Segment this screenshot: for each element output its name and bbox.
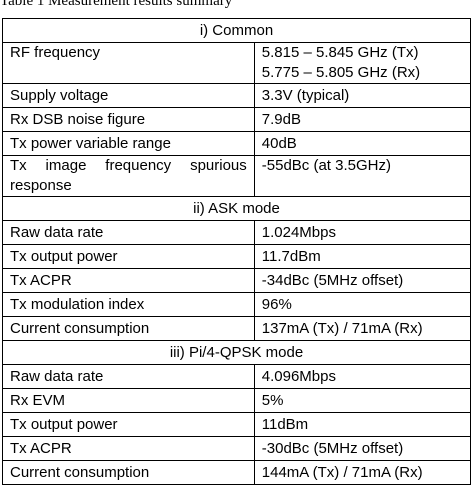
section-header-row: ii) ASK mode bbox=[2, 196, 471, 221]
parameter-text: Tx ACPR bbox=[10, 271, 72, 289]
value-cell: 11dBm bbox=[253, 412, 472, 437]
parameter-cell: RF frequency bbox=[2, 42, 255, 84]
value-text: 137mA (Tx) / 71mA (Rx) bbox=[261, 319, 423, 337]
parameter-cell: Current consumption bbox=[2, 316, 255, 341]
parameter-text: Tx output power bbox=[10, 415, 118, 433]
parameter-text: Current consumption bbox=[10, 463, 150, 481]
value-cell: 5.815 – 5.845 GHz (Tx) 5.775 – 5.805 GHz … bbox=[253, 42, 472, 84]
section-header-row: i) Common bbox=[2, 18, 471, 43]
value-cell: 144mA (Tx) / 71mA (Rx) bbox=[253, 460, 472, 485]
value-cell: 11.7dBm bbox=[253, 244, 472, 269]
value-text: -30dBc (5MHz offset) bbox=[261, 439, 404, 457]
table-row: Rx DSB noise figure 7.9dB bbox=[2, 107, 472, 132]
value-text: 1.024Mbps bbox=[261, 223, 336, 241]
parameter-text: Rx EVM bbox=[10, 391, 66, 409]
parameter-text: response bbox=[10, 177, 72, 194]
parameter-text: Tx ACPR bbox=[10, 439, 72, 457]
table-row: Tx power variable range 40dB bbox=[2, 131, 472, 156]
measurement-results-table: i) Common RF frequency 5.815 – 5.845 GHz (… bbox=[2, 18, 472, 485]
parameter-text: Tx power variable range bbox=[10, 134, 171, 152]
section-title: ii) ASK mode bbox=[2, 196, 471, 221]
parameter-cell: Rx DSB noise figure bbox=[2, 107, 255, 132]
value-cell: 3.3V (typical) bbox=[253, 83, 472, 108]
parameter-cell: Tx ACPR bbox=[2, 436, 255, 461]
parameter-cell: Tx modulation index bbox=[2, 292, 255, 317]
parameter-cell: Raw data rate bbox=[2, 364, 255, 389]
parameter-cell: Current consumption bbox=[2, 460, 255, 485]
parameter-text: Tx image frequency spurious bbox=[10, 157, 247, 174]
table-row: Tx output power 11.7dBm bbox=[2, 244, 472, 269]
value-cell: 1.024Mbps bbox=[253, 220, 472, 245]
value-text: 5.815 – 5.845 GHz (Tx) bbox=[261, 44, 419, 61]
value-text: 4.096Mbps bbox=[261, 367, 336, 385]
value-cell: 7.9dB bbox=[253, 107, 472, 132]
table-row: Raw data rate 1.024Mbps bbox=[2, 220, 472, 245]
table-row: Current consumption 144mA (Tx) / 71mA (Rx… bbox=[2, 460, 472, 485]
table-row: Tx image frequency spurious response -55dB… bbox=[2, 155, 472, 197]
value-text: -55dBc (at 3.5GHz) bbox=[261, 157, 391, 174]
parameter-cell: Tx power variable range bbox=[2, 131, 255, 156]
section-title: i) Common bbox=[2, 18, 471, 43]
table-row: Tx ACPR -34dBc (5MHz offset) bbox=[2, 268, 472, 293]
value-text: 40dB bbox=[261, 134, 297, 152]
table-row: Supply voltage 3.3V (typical) bbox=[2, 83, 472, 108]
value-cell: 40dB bbox=[253, 131, 472, 156]
value-cell: -30dBc (5MHz offset) bbox=[253, 436, 472, 461]
parameter-cell: Tx output power bbox=[2, 412, 255, 437]
table-row: Tx ACPR -30dBc (5MHz offset) bbox=[2, 436, 472, 461]
table-caption: Table 1 Measurement results summary bbox=[0, 0, 233, 9]
value-cell: 96% bbox=[253, 292, 472, 317]
parameter-text: Tx output power bbox=[10, 247, 118, 265]
value-cell: -34dBc (5MHz offset) bbox=[253, 268, 472, 293]
parameter-text: Raw data rate bbox=[10, 367, 104, 385]
parameter-text: Tx modulation index bbox=[10, 295, 145, 313]
value-text: 5% bbox=[261, 391, 284, 409]
value-text: 11dBm bbox=[261, 415, 309, 433]
value-cell: 137mA (Tx) / 71mA (Rx) bbox=[253, 316, 472, 341]
parameter-cell: Tx ACPR bbox=[2, 268, 255, 293]
value-text: 7.9dB bbox=[261, 110, 301, 128]
value-cell: 4.096Mbps bbox=[253, 364, 472, 389]
value-cell: 5% bbox=[253, 388, 472, 413]
value-text: 5.775 – 5.805 GHz (Rx) bbox=[261, 64, 421, 81]
value-text: -34dBc (5MHz offset) bbox=[261, 271, 404, 289]
value-text: 96% bbox=[261, 295, 292, 313]
table-row: Rx EVM 5% bbox=[2, 388, 472, 413]
table-row: Raw data rate 4.096Mbps bbox=[2, 364, 472, 389]
parameter-text: Supply voltage bbox=[10, 86, 109, 104]
value-text: 144mA (Tx) / 71mA (Rx) bbox=[261, 463, 423, 481]
parameter-cell: Tx output power bbox=[2, 244, 255, 269]
section-title: iii) Pi/4-QPSK mode bbox=[2, 340, 471, 365]
parameter-text: Current consumption bbox=[10, 319, 150, 337]
table-row: RF frequency 5.815 – 5.845 GHz (Tx) 5.775 … bbox=[2, 42, 472, 84]
section-header-row: iii) Pi/4-QPSK mode bbox=[2, 340, 471, 365]
parameter-cell: Rx EVM bbox=[2, 388, 255, 413]
value-text: 11.7dBm bbox=[261, 247, 321, 265]
table-row: Tx modulation index 96% bbox=[2, 292, 472, 317]
parameter-cell: Raw data rate bbox=[2, 220, 255, 245]
table-body: i) Common RF frequency 5.815 – 5.845 GHz (… bbox=[2, 18, 472, 485]
parameter-cell: Supply voltage bbox=[2, 83, 255, 108]
parameter-text: RF frequency bbox=[10, 44, 101, 61]
table-row: Tx output power 11dBm bbox=[2, 412, 472, 437]
table-row: Current consumption 137mA (Tx) / 71mA (Rx… bbox=[2, 316, 472, 341]
parameter-text: Rx DSB noise figure bbox=[10, 110, 146, 128]
value-text: 3.3V (typical) bbox=[261, 86, 350, 104]
value-cell: -55dBc (at 3.5GHz) bbox=[253, 155, 472, 197]
parameter-text: Raw data rate bbox=[10, 223, 104, 241]
parameter-cell: Tx image frequency spurious response bbox=[2, 155, 255, 197]
